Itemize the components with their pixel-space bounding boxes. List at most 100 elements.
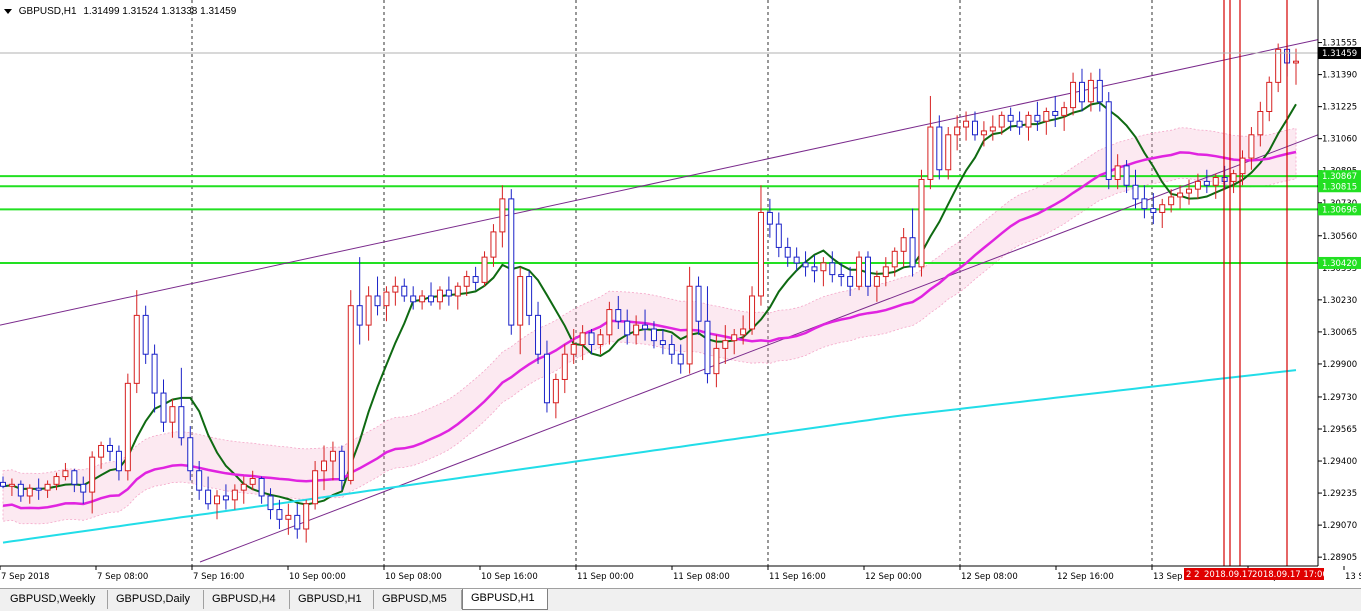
tab-gbpusd-daily[interactable]: GBPUSD,Daily <box>108 590 204 609</box>
bear-candle <box>17 483 24 497</box>
bear-candle <box>936 126 943 171</box>
price-axis: 1.315551.313901.312251.310601.308951.307… <box>1318 39 1361 563</box>
price-label: 1.31555 <box>1322 39 1357 49</box>
bear-candle <box>151 353 158 394</box>
bull-candle <box>1212 177 1219 186</box>
bull-candle <box>1194 180 1201 190</box>
bear-candle <box>642 324 649 330</box>
bull-candle <box>53 476 60 485</box>
tab-gbpusd-h1-active[interactable]: GBPUSD,H1 <box>462 589 548 610</box>
bull-candle <box>954 126 961 136</box>
price-axis-background <box>1318 0 1361 588</box>
bear-candle <box>356 305 363 326</box>
bull-candle <box>1043 110 1050 122</box>
bull-candle <box>321 460 328 472</box>
bull-candle <box>1266 81 1273 112</box>
bear-candle <box>428 295 435 303</box>
tab-gbpusd-weekly[interactable]: GBPUSD,Weekly <box>2 590 108 609</box>
dropdown-triangle-icon[interactable] <box>4 8 12 14</box>
bear-candle <box>1016 120 1023 128</box>
bull-candle <box>686 285 693 365</box>
bull-candle <box>963 120 970 128</box>
bear-candle <box>535 314 542 355</box>
bull-candle <box>740 328 747 336</box>
bear-candle <box>704 320 711 375</box>
bear-candle <box>276 509 283 520</box>
bear-candle <box>971 120 978 136</box>
bull-candle <box>383 291 390 307</box>
price-label: 1.30065 <box>1322 328 1357 338</box>
bull-candle <box>749 295 756 330</box>
bear-candle <box>71 470 78 485</box>
bear-candle <box>338 450 345 481</box>
bull-candle <box>757 211 764 297</box>
bull-candle <box>1061 107 1068 116</box>
bull-candle <box>124 382 131 472</box>
chart-header: GBPUSD,H1 1.31499 1.31524 1.31338 1.3145… <box>4 6 236 17</box>
bull-candle <box>231 489 238 501</box>
bull-candle <box>329 450 336 462</box>
bear-candle <box>615 309 622 322</box>
tab-gbpusd-m5[interactable]: GBPUSD,M5 <box>374 590 462 609</box>
bull-candle <box>1239 157 1246 175</box>
bear-candle <box>187 437 194 472</box>
bull-candle <box>169 406 176 423</box>
tab-gbpusd-h4[interactable]: GBPUSD,H4 <box>204 590 290 609</box>
bull-candle <box>44 483 51 491</box>
bull-candle <box>1087 79 1094 103</box>
price-label: 1.29070 <box>1322 521 1357 531</box>
bull-candle <box>882 266 889 278</box>
tab-label: GBPUSD,Weekly <box>10 593 96 605</box>
time-axis: 7 Sep 2018 7 Sep 08:00 7 Sep 16:00 10 Sep 0… <box>0 566 1361 582</box>
tab-label: GBPUSD,H1 <box>471 592 535 604</box>
bull-candle <box>240 483 247 491</box>
bear-candle <box>1007 114 1014 122</box>
bear-candle <box>107 444 114 452</box>
time-label: 10 Sep 08:00 <box>385 572 442 582</box>
bull-candle <box>561 353 568 380</box>
time-label: 7 Sep 16:00 <box>193 572 244 582</box>
bear-candle <box>543 353 550 404</box>
bull-candle <box>8 483 15 487</box>
ma-mid-line <box>2 150 1297 510</box>
time-label: 12 Sep 16:00 <box>1057 572 1114 582</box>
time-label: 7 Sep 2018 <box>1 572 49 582</box>
bull-candle <box>918 178 925 268</box>
time-marker-label: 2018.09.17 17:00 <box>1252 570 1328 580</box>
current-price-tag <box>1318 47 1361 59</box>
ma-slow-line <box>2 369 1297 544</box>
price-chart[interactable]: 1.315551.313901.312251.310601.308951.307… <box>0 0 1361 588</box>
bear-candle <box>267 495 274 511</box>
bull-candle <box>454 285 461 297</box>
bull-candle <box>891 250 898 268</box>
time-label: 13 Sep 00:00 <box>1153 572 1210 582</box>
bull-candle <box>945 134 952 171</box>
bull-candle <box>713 347 720 375</box>
bull-candle <box>856 256 863 287</box>
cloud-area <box>2 127 1297 525</box>
bear-candle <box>472 276 479 283</box>
bull-candle <box>312 470 319 505</box>
bull-candle <box>820 262 827 272</box>
bull-candle <box>873 276 880 287</box>
bear-candle <box>1203 180 1210 186</box>
candles <box>0 43 1299 543</box>
time-label: 12 Sep 08:00 <box>961 572 1018 582</box>
bear-candle <box>1078 81 1085 103</box>
bull-candle <box>347 305 354 481</box>
ohlc-values: 1.31499 1.31524 1.31338 1.31459 <box>83 6 237 17</box>
bull-candle <box>1257 110 1264 136</box>
bear-candle <box>847 276 854 287</box>
bear-candle <box>401 285 408 297</box>
bear-candle <box>196 470 203 491</box>
bear-candle <box>784 246 791 258</box>
bull-candle <box>249 478 256 485</box>
bear-candle <box>526 276 533 316</box>
bull-candle <box>1025 114 1032 128</box>
time-label: 10 Sep 00:00 <box>289 572 346 582</box>
bull-candle <box>927 126 934 180</box>
bear-candle <box>1123 165 1130 186</box>
time-markers <box>1223 0 1288 566</box>
current-price-label: 1.31459 <box>1322 49 1357 59</box>
tab-gbpusd-h1[interactable]: GBPUSD,H1 <box>290 590 374 609</box>
